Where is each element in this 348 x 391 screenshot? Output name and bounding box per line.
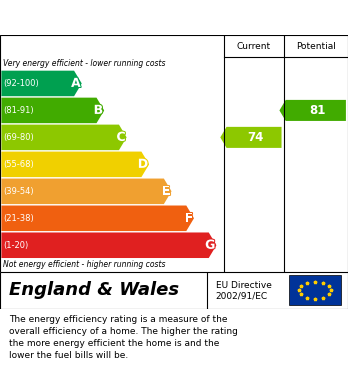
Text: B: B (94, 104, 103, 117)
Polygon shape (1, 179, 172, 204)
Text: 2002/91/EC: 2002/91/EC (216, 291, 268, 300)
Text: (1-20): (1-20) (3, 241, 29, 250)
Text: Energy Efficiency Rating: Energy Efficiency Rating (9, 10, 219, 25)
Polygon shape (1, 233, 216, 258)
Text: (81-91): (81-91) (3, 106, 34, 115)
Polygon shape (220, 127, 282, 148)
Text: The energy efficiency rating is a measure of the
overall efficiency of a home. T: The energy efficiency rating is a measur… (9, 316, 238, 360)
Text: (92-100): (92-100) (3, 79, 39, 88)
Text: EU Directive: EU Directive (216, 282, 272, 291)
Polygon shape (1, 206, 194, 231)
Polygon shape (279, 100, 346, 121)
Text: E: E (162, 185, 171, 198)
Polygon shape (1, 71, 82, 96)
Text: 74: 74 (248, 131, 264, 144)
Text: Very energy efficient - lower running costs: Very energy efficient - lower running co… (3, 59, 165, 68)
Text: Not energy efficient - higher running costs: Not energy efficient - higher running co… (3, 260, 165, 269)
Text: Current: Current (237, 41, 271, 50)
Polygon shape (1, 152, 149, 177)
Text: 81: 81 (309, 104, 326, 117)
Text: D: D (138, 158, 148, 171)
Text: G: G (205, 239, 215, 252)
Text: C: C (117, 131, 126, 144)
Text: (69-80): (69-80) (3, 133, 34, 142)
Text: England & Wales: England & Wales (9, 281, 179, 300)
Text: (21-38): (21-38) (3, 214, 34, 223)
Bar (289, 275, 341, 305)
Text: F: F (184, 212, 193, 225)
Text: (55-68): (55-68) (3, 160, 34, 169)
Polygon shape (1, 98, 104, 123)
Text: (39-54): (39-54) (3, 187, 34, 196)
Text: Potential: Potential (296, 41, 336, 50)
Polygon shape (1, 125, 127, 150)
Text: A: A (71, 77, 81, 90)
